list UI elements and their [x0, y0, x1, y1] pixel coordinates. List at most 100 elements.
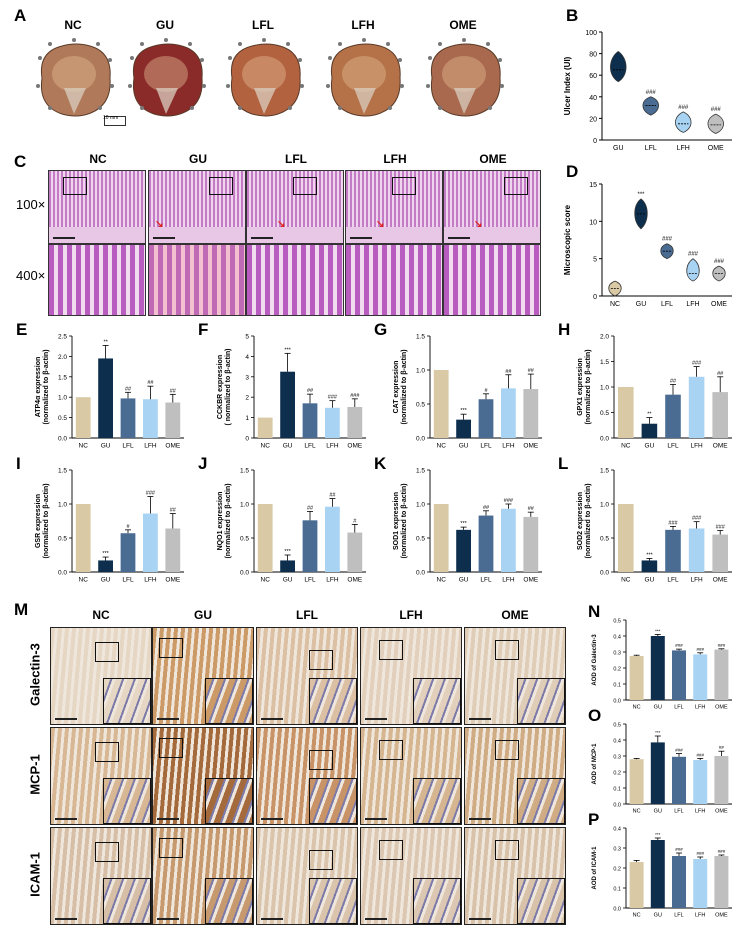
- magnified-inset: [205, 778, 253, 824]
- bar-ome: [165, 528, 181, 572]
- y-tick-label: 40: [589, 95, 597, 102]
- panel-label-i: I: [16, 454, 21, 473]
- scale-bar: [251, 237, 273, 239]
- significance-mark: ##: [528, 506, 535, 512]
- y-axis-label-2: (normalized to β-actin): [401, 483, 408, 558]
- y-tick-label: 20: [589, 116, 597, 123]
- x-tick-label: OME: [713, 577, 728, 584]
- x-tick-label: LFH: [326, 577, 339, 584]
- significance-mark: ###: [504, 498, 514, 504]
- bar-gu: [98, 560, 113, 572]
- ihc-group-label-lfl: LFL: [296, 608, 318, 622]
- y-tick-label: 0: [593, 294, 597, 301]
- y-axis-label: AOD of Galectin-3: [592, 634, 598, 686]
- x-tick-label: NC: [437, 443, 447, 450]
- significance-mark: ###: [716, 525, 726, 531]
- he-100x-ome: ↘: [443, 170, 541, 244]
- bar-nc: [629, 656, 644, 700]
- panel-label-o: O: [588, 706, 602, 725]
- significance-mark: ##: [147, 380, 154, 386]
- bar-nc: [75, 397, 91, 438]
- y-tick-label: 1.5: [240, 468, 249, 475]
- y-axis-label-2: (normalized to β-actin): [43, 483, 50, 558]
- y-tick-label: 1.0: [240, 502, 249, 509]
- y-axis-label: NQO1 expression: [217, 492, 224, 551]
- x-tick-label: LFL: [480, 577, 492, 584]
- magnified-inset: [517, 678, 565, 724]
- x-tick-label: LFH: [690, 577, 703, 584]
- scale-bar: [55, 918, 77, 920]
- bar-nc: [75, 504, 91, 572]
- bar-nc: [433, 504, 449, 572]
- he-submucosa: [247, 227, 343, 243]
- he-group-label-ome: OME: [479, 152, 507, 166]
- scale-bar: [157, 918, 179, 920]
- x-tick-label: LFH: [144, 577, 157, 584]
- bar-nc: [618, 387, 634, 438]
- scale-bar: [153, 237, 175, 239]
- significance-mark: ###: [711, 107, 722, 113]
- significance-mark: **: [103, 339, 108, 345]
- y-axis-label-2: (normalized to β-actin): [585, 349, 592, 424]
- y-tick-label: 2.5: [58, 334, 67, 341]
- zoom-box: [159, 838, 183, 858]
- y-tick-label: 1.5: [58, 374, 67, 381]
- x-tick-label: LFH: [677, 145, 690, 152]
- y-tick-label: 0.4: [613, 635, 621, 641]
- ihc-row-label-icam-1: ICAM-1: [27, 852, 43, 897]
- ihc-group-label-ome: OME: [501, 608, 529, 622]
- y-tick-label: 4: [245, 354, 249, 361]
- zoom-box: [95, 642, 119, 662]
- bar-ome: [165, 402, 181, 438]
- y-tick-label: 1.5: [600, 468, 609, 475]
- group-label-lfh: LFH: [351, 18, 375, 32]
- y-tick-label: 0: [245, 436, 249, 443]
- zoom-box: [495, 840, 519, 860]
- y-tick-label: 80: [589, 52, 597, 59]
- mag-400x: 400×: [16, 268, 46, 283]
- scale-bar: [350, 237, 372, 239]
- chart-n: 0.0 0.1 0.2 0.3 0.4 0.5 AOD of Galectin-3 NC GU *…: [592, 619, 732, 711]
- bar-lfl: [302, 520, 318, 572]
- bar-nc: [433, 370, 449, 438]
- significance-mark: ###: [718, 849, 726, 854]
- ihc-icam-1-lfl: [256, 827, 358, 925]
- y-tick-label: 0.0: [58, 570, 67, 577]
- he-group-label-gu: GU: [189, 152, 207, 166]
- x-tick-label: LFL: [645, 145, 657, 152]
- ihc-galectin-3-ome: [464, 627, 566, 725]
- x-tick-label: OME: [711, 301, 727, 308]
- panel-label-e: E: [16, 320, 28, 339]
- chart-l: 0.0 0.5 1.0 1.5 SOD2 expression (normalized t…: [577, 468, 732, 584]
- significance-mark: ##: [307, 388, 314, 394]
- ihc-mcp-1-gu: [152, 727, 254, 825]
- he-100x-lfl: ↘: [246, 170, 344, 244]
- bar-ome: [523, 516, 539, 572]
- bar-lfl: [120, 398, 136, 438]
- panel-label-g: G: [374, 320, 388, 339]
- significance-mark: ##: [528, 368, 535, 374]
- y-tick-label: 1.5: [600, 359, 609, 366]
- y-axis-label: AOD of ICAM-1: [592, 846, 598, 890]
- zoom-box: [392, 177, 416, 195]
- scale-bar: [261, 718, 283, 720]
- x-tick-label: LFL: [667, 443, 679, 450]
- group-label-nc: NC: [64, 18, 82, 32]
- bar-lfh: [501, 388, 516, 438]
- y-tick-label: 0.0: [600, 436, 609, 443]
- x-tick-label: NC: [437, 577, 447, 584]
- y-axis-label: GPX1 expression: [577, 358, 584, 416]
- ihc-galectin-3-lfl: [256, 627, 358, 725]
- he-submucosa: [149, 227, 245, 243]
- bar-ome: [347, 406, 363, 438]
- y-tick-label: 0.0: [416, 436, 425, 443]
- x-tick-label: OME: [523, 443, 538, 450]
- x-tick-label: GU: [101, 443, 111, 450]
- chart-g: 0.0 0.5 1.0 1.5 CAT expression (normalized to…: [393, 334, 542, 450]
- significance-mark: **: [647, 412, 652, 418]
- y-tick-label: 0.5: [613, 619, 621, 625]
- zoom-box: [504, 177, 528, 195]
- x-tick-label: OME: [715, 705, 728, 711]
- chart-e: 0.0 0.5 1.0 1.5 2.0 2.5 ATP4α expression (norma…: [35, 334, 184, 450]
- y-tick-label: 0.5: [416, 402, 425, 409]
